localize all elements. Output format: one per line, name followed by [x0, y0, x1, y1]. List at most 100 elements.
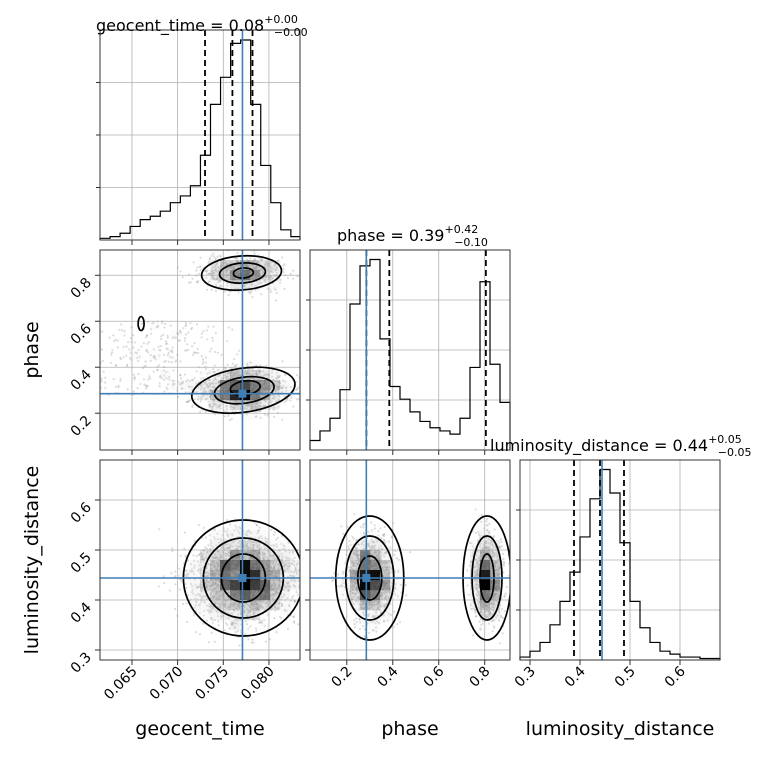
- sample-point: [252, 543, 255, 547]
- sample-point: [188, 380, 191, 383]
- sample-point: [275, 384, 278, 387]
- sample-point: [250, 290, 253, 293]
- sample-point: [144, 387, 148, 390]
- sample-point: [210, 631, 213, 635]
- sample-point: [218, 603, 221, 606]
- sample-point: [203, 387, 206, 390]
- sample-point: [204, 575, 207, 578]
- sample-point: [163, 581, 166, 585]
- density-cell: [290, 390, 300, 401]
- sample-point: [237, 260, 240, 263]
- sample-point: [302, 603, 304, 605]
- sample-point: [159, 374, 162, 378]
- sample-point: [238, 526, 241, 529]
- sample-point: [235, 544, 238, 548]
- density-cell: [240, 400, 251, 411]
- sample-point: [244, 544, 248, 548]
- sample-point: [227, 371, 230, 374]
- sample-point: [278, 385, 281, 388]
- sample-point: [152, 321, 155, 324]
- sample-point: [280, 596, 284, 599]
- sample-point: [214, 267, 217, 270]
- sample-point: [274, 268, 277, 271]
- sample-point: [185, 569, 188, 573]
- sample-point: [210, 382, 213, 385]
- sample-point: [130, 358, 133, 361]
- sample-point: [226, 274, 229, 277]
- sample-point: [174, 570, 177, 573]
- sample-point: [195, 323, 199, 326]
- sample-point: [225, 372, 229, 375]
- sample-point: [238, 265, 241, 268]
- sample-point: [179, 374, 182, 377]
- sample-point: [165, 343, 168, 346]
- sample-point: [269, 386, 273, 389]
- sample-point: [217, 538, 220, 541]
- sample-point: [277, 398, 280, 402]
- sample-point: [256, 373, 259, 376]
- sample-point: [270, 555, 273, 559]
- sample-point: [199, 561, 202, 564]
- sample-point: [217, 550, 220, 553]
- sample-point: [271, 371, 274, 374]
- sample-point: [220, 264, 223, 267]
- sample-point: [270, 265, 273, 268]
- sample-point: [133, 376, 136, 379]
- sample-point: [222, 550, 225, 553]
- hist-panel-luminosity-distance: 0.3 0.4 0.5 0.6: [512, 459, 721, 691]
- sample-point: [129, 337, 132, 340]
- sample-point: [278, 381, 281, 384]
- sample-point: [275, 299, 278, 302]
- sample-point: [246, 371, 249, 374]
- sample-point: [214, 596, 218, 599]
- sample-point: [143, 383, 146, 386]
- sample-point: [183, 339, 186, 342]
- sample-point: [236, 399, 239, 402]
- sample-point: [245, 542, 248, 546]
- sample-point: [257, 529, 260, 532]
- sample-point: [235, 622, 238, 625]
- sample-point: [275, 631, 278, 634]
- sample-point: [247, 368, 250, 371]
- sample-point: [219, 268, 222, 271]
- sample-point: [226, 363, 229, 367]
- sample-point: [251, 638, 254, 641]
- density-cell: [130, 350, 141, 361]
- sample-point: [284, 373, 287, 377]
- sample-point: [263, 374, 266, 377]
- sample-point: [236, 547, 239, 550]
- sample-point: [208, 611, 211, 615]
- sample-point: [265, 373, 269, 376]
- sample-point: [209, 542, 213, 545]
- sample-point: [207, 400, 210, 403]
- sample-point: [280, 542, 283, 545]
- sample-point: [284, 386, 287, 389]
- sample-point: [200, 332, 204, 335]
- sample-point: [177, 395, 180, 398]
- sample-point: [286, 597, 289, 600]
- sample-point: [275, 400, 278, 403]
- sample-point: [282, 264, 285, 267]
- sample-point: [215, 556, 218, 559]
- sample-point: [255, 372, 258, 375]
- sample-point: [223, 554, 227, 558]
- sample-point: [236, 265, 240, 268]
- sample-point: [231, 406, 235, 409]
- sample-point: [187, 401, 190, 404]
- sample-point: [147, 351, 150, 354]
- sample-point: [95, 373, 97, 375]
- sample-point: [266, 263, 269, 266]
- sample-point: [260, 401, 263, 404]
- sample-point: [246, 371, 250, 375]
- sample-point: [227, 371, 230, 374]
- sample-point: [200, 383, 203, 386]
- sample-point: [226, 375, 229, 378]
- sample-point: [261, 622, 264, 625]
- sample-point: [123, 334, 126, 337]
- sample-point: [263, 413, 267, 416]
- sample-point: [218, 381, 221, 384]
- sample-point: [237, 401, 240, 404]
- sample-point: [275, 591, 278, 595]
- sample-point: [232, 400, 235, 404]
